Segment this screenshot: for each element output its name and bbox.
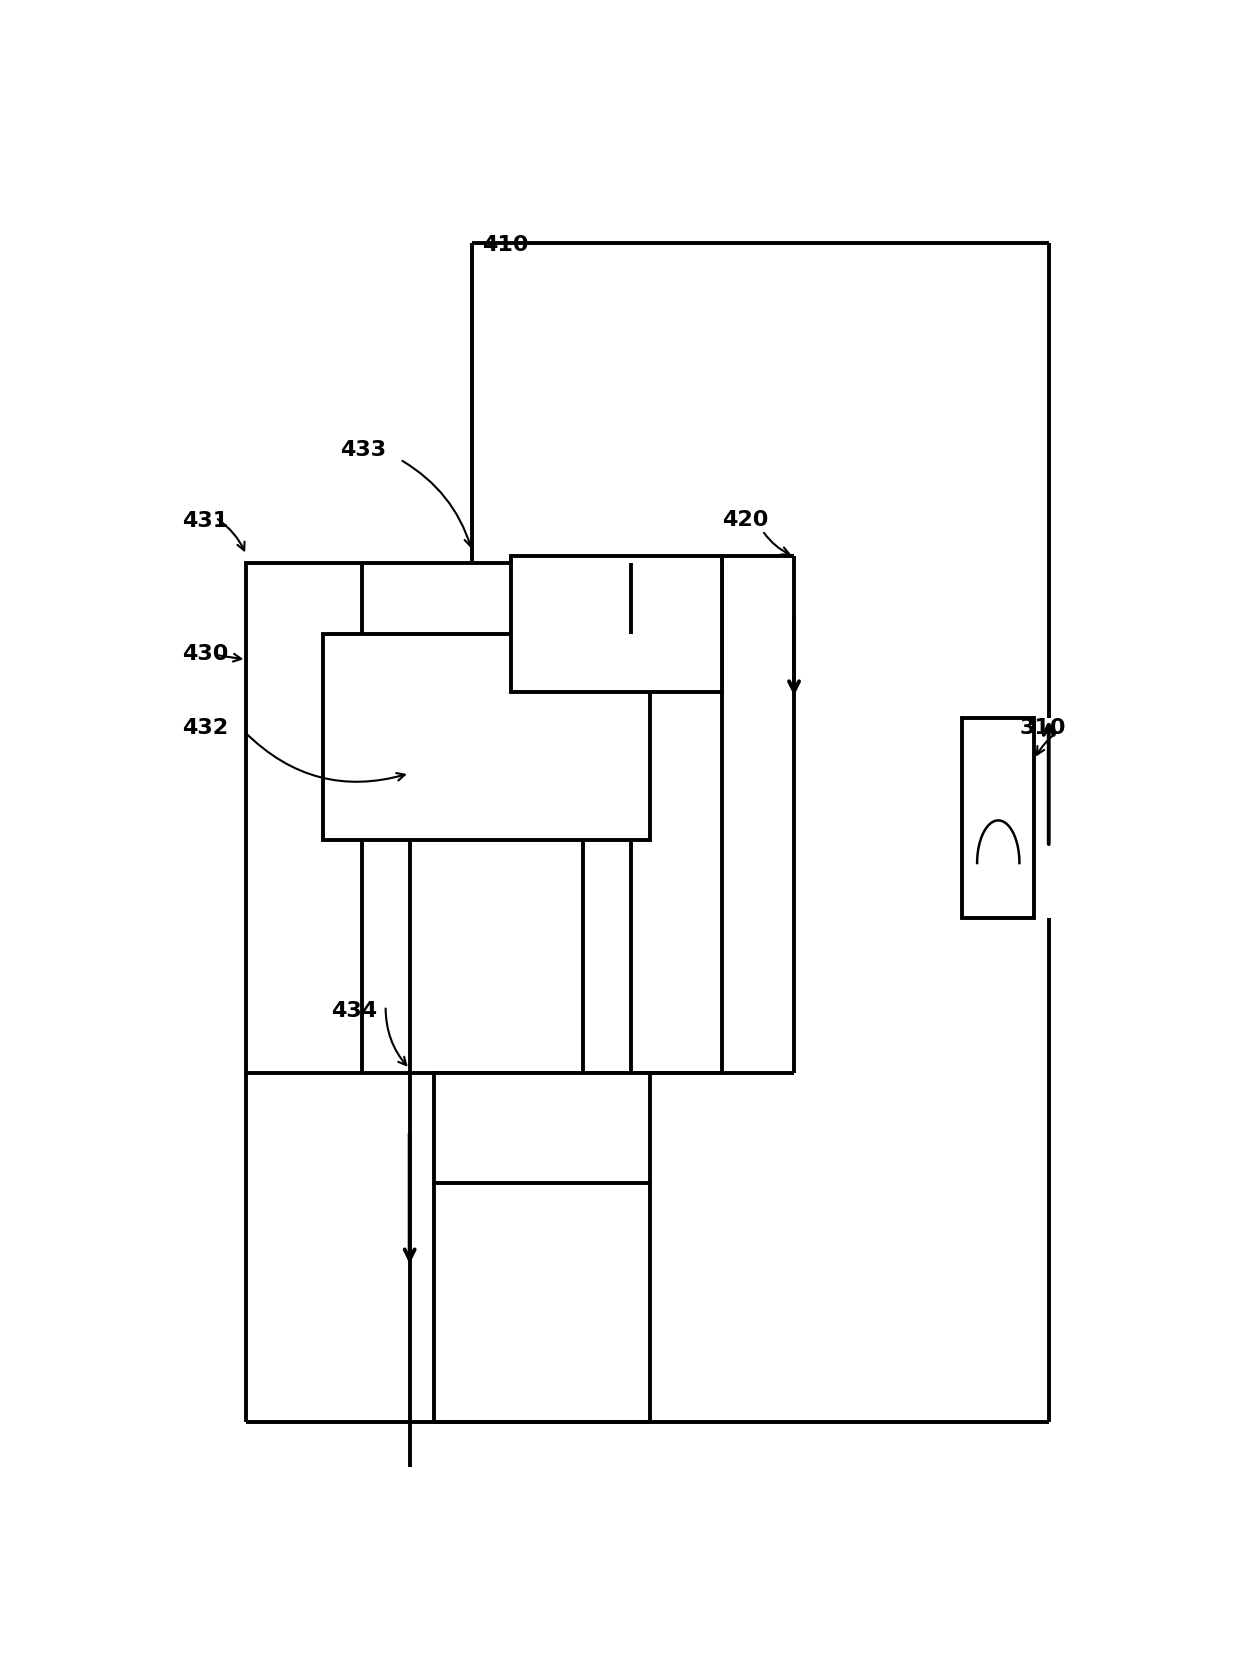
Text: 433: 433 [341, 441, 387, 461]
Text: 434: 434 [331, 1001, 377, 1021]
Bar [962, 718, 1034, 917]
Text: 431: 431 [182, 511, 228, 532]
Text: 432: 432 [182, 718, 228, 738]
Bar [247, 563, 722, 1073]
Text: 430: 430 [182, 644, 228, 664]
Bar [324, 634, 650, 840]
Bar [434, 1073, 650, 1182]
Text: 420: 420 [722, 510, 769, 530]
Bar [511, 557, 722, 693]
Text: 410: 410 [481, 235, 528, 255]
Text: 310: 310 [1019, 718, 1066, 738]
